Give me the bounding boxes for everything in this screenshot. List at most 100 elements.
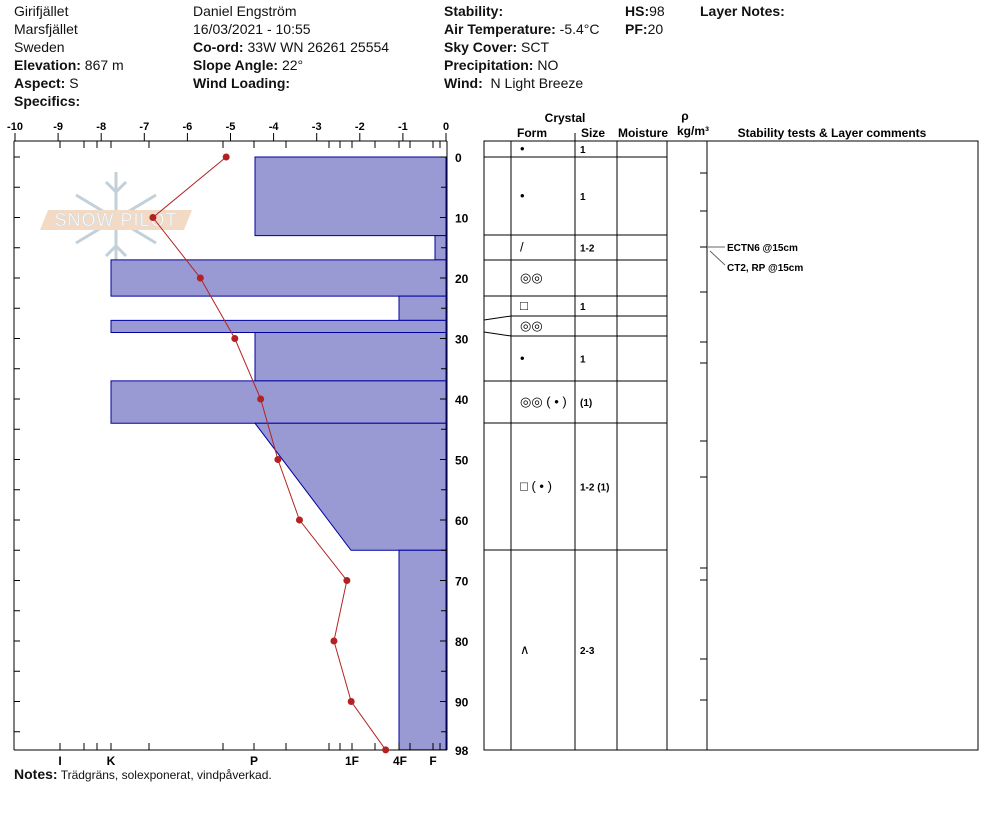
crystal-size: 1 — [580, 302, 586, 313]
table-header: kg/m³ — [677, 124, 709, 138]
notes-label: Notes: — [14, 766, 58, 782]
depth-tick-label: 98 — [455, 744, 469, 758]
temp-tick-label: -6 — [183, 121, 193, 133]
table-header: Stability tests & Layer comments — [738, 126, 927, 140]
temperature-point — [382, 746, 390, 754]
hardness-tick-label: 1F — [345, 754, 359, 768]
crystal-size: 2-3 — [580, 646, 595, 657]
crystal-size: 1 — [580, 355, 586, 366]
temp-tick-label: -5 — [226, 121, 236, 133]
depth-connector-line — [483, 315, 512, 321]
hardness-bar — [254, 331, 447, 382]
crystal-form: ◎◎ — [520, 318, 543, 333]
layers-table-frame — [483, 140, 979, 751]
hardness-bar — [254, 156, 447, 237]
notes-text: Trädgräns, solexponerat, vindpåverkad. — [60, 768, 272, 782]
crystal-form: • — [520, 188, 525, 203]
hardness-tick-label: K — [107, 754, 116, 768]
temp-tick-label: -8 — [96, 121, 106, 133]
crystal-size: 1 — [580, 145, 586, 156]
temp-tick-label: 0 — [443, 121, 449, 133]
hardness-tick-label: 4F — [393, 754, 407, 768]
snowpilot-logo: SNOW PILOT — [40, 172, 192, 266]
sky-cover: Sky Cover: SCT — [444, 39, 549, 55]
table-header: ρ — [681, 109, 688, 123]
crystal-form: ∧ — [520, 642, 530, 657]
hardness-bar — [110, 319, 447, 333]
depth-tick-label: 60 — [455, 514, 469, 528]
precip-value: NO — [537, 57, 559, 73]
temperature-point — [295, 516, 303, 524]
depth-tick-label: 20 — [455, 272, 469, 286]
datetime: 16/03/2021 - 10:55 — [193, 21, 311, 37]
slope: Slope Angle: 22° — [193, 57, 303, 73]
sky-value: SCT — [521, 39, 550, 55]
table-header: Form — [517, 126, 547, 140]
wind-value: N Light Breeze — [490, 75, 584, 91]
temperature-point — [196, 274, 204, 282]
stability-arrow — [709, 250, 726, 266]
table-header: Crystal — [545, 111, 586, 125]
pf-value: 20 — [647, 21, 664, 37]
hs: HS:98 — [625, 3, 665, 19]
temp-tick-label: -1 — [398, 121, 408, 133]
hardness-tick-label: F — [429, 754, 436, 768]
slope-label: Slope Angle: — [193, 57, 279, 73]
hardness-bar — [253, 422, 447, 551]
crystal-size: 1 — [580, 192, 586, 203]
temp-tick-label: -9 — [53, 121, 63, 133]
temp-tick-label: -7 — [139, 121, 149, 133]
country: Sweden — [14, 39, 65, 55]
air-temp: Air Temperature: -5.4°C — [444, 21, 600, 37]
crystal-form: • — [520, 141, 525, 156]
pf-label: PF: — [625, 21, 648, 37]
slope-value: 22° — [281, 57, 304, 73]
depth-connector-line — [483, 331, 512, 337]
depth-tick-label: 70 — [455, 575, 469, 589]
temp-tick-label: -10 — [7, 121, 23, 133]
area: Marsfjället — [14, 21, 78, 37]
coord-value: 33W WN 26261 25554 — [247, 39, 390, 55]
depth-tick-label: 80 — [455, 635, 469, 649]
elevation: Elevation: 867 m — [14, 57, 124, 73]
layer-notes-label: Layer Notes: — [700, 3, 785, 19]
crystal-form: / — [520, 240, 524, 255]
stability-label: Stability: — [444, 3, 504, 19]
precipitation: Precipitation: NO — [444, 57, 558, 73]
logo-text: SNOW PILOT — [54, 210, 177, 230]
table-header: Moisture — [618, 126, 668, 140]
crystal-size: 1-2 (1) — [580, 483, 609, 494]
crystal-form: • — [520, 351, 525, 366]
hardness-bar — [110, 380, 447, 424]
depth-tick-label: 0 — [455, 151, 462, 165]
stability-test: CT2, RP @15cm — [727, 263, 803, 274]
temperature-point — [222, 153, 230, 161]
location: Girifjället — [14, 3, 69, 19]
observer: Daniel Engström — [193, 3, 297, 19]
crystal-size: (1) — [580, 398, 592, 409]
sky-label: Sky Cover: — [444, 39, 518, 55]
temperature-point — [343, 577, 351, 584]
temp-tick-label: -4 — [269, 121, 280, 133]
precip-label: Precipitation: — [444, 57, 534, 73]
wind-loading-label: Wind Loading: — [193, 75, 291, 91]
crystal-form: ◎◎ ( • ) — [520, 394, 567, 409]
specifics-label: Specifics: — [14, 93, 81, 109]
air-temp-value: -5.4°C — [559, 21, 600, 37]
hs-label: HS: — [625, 3, 650, 19]
aspect-value: S — [69, 75, 79, 91]
temperature-point — [330, 637, 338, 645]
crystal-form: □ — [520, 298, 528, 313]
depth-tick-label: 50 — [455, 454, 469, 468]
temperature-point — [257, 395, 265, 403]
crystal-form: □ ( • ) — [520, 479, 552, 494]
pf: PF:20 — [625, 21, 663, 37]
hs-value: 98 — [649, 3, 665, 19]
depth-tick-label: 10 — [455, 212, 469, 226]
coord: Co-ord: 33W WN 26261 25554 — [193, 39, 389, 55]
hardness-tick-label: P — [250, 754, 258, 768]
crystal-form: ◎◎ — [520, 270, 543, 285]
wind: Wind: N Light Breeze — [444, 75, 583, 91]
elevation-label: Elevation: — [14, 57, 81, 73]
